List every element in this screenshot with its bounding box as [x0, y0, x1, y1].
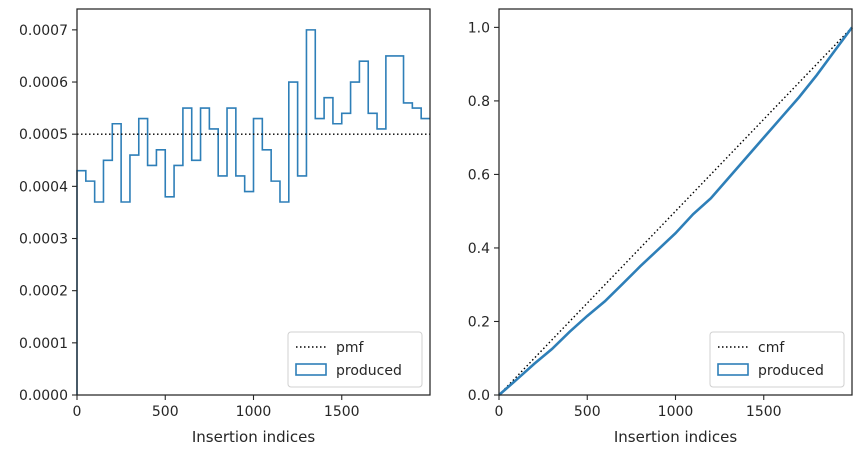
cmf-reference-line	[498, 26, 853, 396]
y-tick-label: 0.8	[468, 94, 490, 110]
x-tick-label: 1500	[324, 404, 360, 420]
x-tick-label: 0	[73, 404, 82, 420]
pmf-histogram-panel: 0 500 1000 1500 0.0000 0.0001 0.0002 0.0003 0.00…	[19, 8, 431, 446]
y-tick-label: 0.2	[468, 314, 490, 330]
produced-histogram-series	[76, 29, 430, 395]
y-tick-label: 0.0001	[19, 336, 68, 352]
legend-box	[709, 331, 845, 388]
legend-reference-label: cmf	[758, 340, 785, 356]
y-tick-label: 0.4	[468, 241, 490, 257]
x-tick-label: 1500	[746, 404, 782, 420]
legend-produced-label: produced	[758, 363, 824, 379]
y-tick-label: 0.0000	[19, 388, 68, 404]
x-tick-label: 500	[574, 404, 601, 420]
x-tick-label: 1000	[236, 404, 272, 420]
legend-produced-swatch	[717, 363, 749, 376]
cmf-line-panel: 0 500 1000 1500 0.0 0.2 0.4 0.6 0.8 1.0 Insertion …	[468, 8, 854, 446]
y-tick-label: 1.0	[468, 20, 490, 36]
y-tick-label: 0.0005	[19, 127, 68, 143]
y-tick-label: 0.0003	[19, 232, 68, 248]
x-tick-label: 500	[152, 404, 179, 420]
legend-box	[287, 331, 423, 388]
y-tick-label: 0.0	[468, 388, 490, 404]
legend-reference-label: pmf	[336, 340, 365, 356]
y-tick-label: 0.0002	[19, 284, 68, 300]
x-axis-label: Insertion indices	[614, 428, 737, 446]
x-tick-label: 1000	[658, 404, 694, 420]
produced-cumulative-series	[498, 26, 854, 396]
y-tick-label: 0.6	[468, 167, 490, 183]
legend-produced-label: produced	[336, 363, 402, 379]
x-axis-label: Insertion indices	[192, 428, 315, 446]
y-tick-label: 0.0007	[19, 23, 68, 39]
y-tick-label: 0.0006	[19, 75, 68, 91]
y-tick-label: 0.0004	[19, 179, 68, 195]
x-tick-label: 0	[495, 404, 504, 420]
legend-produced-swatch	[295, 363, 327, 376]
